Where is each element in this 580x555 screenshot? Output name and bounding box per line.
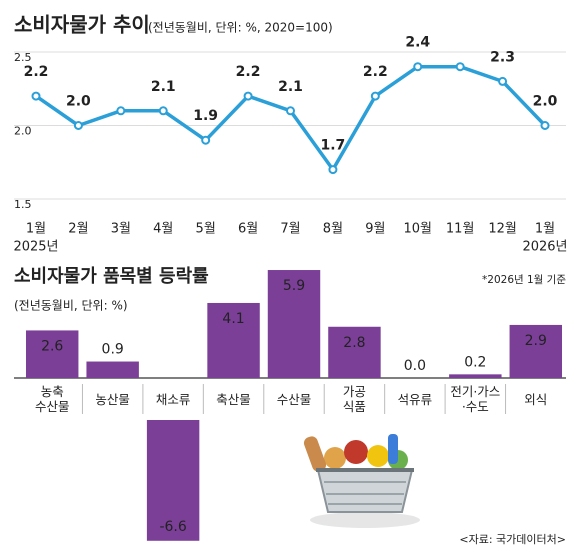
category-label: 전기·가스 ·수도 [450, 384, 501, 414]
value-label: 2.1 [151, 79, 176, 95]
bar [509, 324, 562, 378]
x-tick-label: 4월 [153, 222, 173, 237]
point [498, 76, 508, 86]
value-label: 2.0 [533, 94, 558, 110]
bar-title: 소비자물가 품목별 등락률 [14, 266, 209, 287]
line-subtitle: (전년동월비, 단위: %, 2020=100) [148, 21, 333, 35]
point [328, 165, 338, 175]
value-label: 2.2 [236, 64, 261, 80]
bar [449, 374, 502, 378]
x-tick-label: 6월 [238, 222, 258, 237]
point [243, 91, 253, 101]
y-tick-label: 2.0 [14, 125, 32, 138]
x-tick-label: 1월 [26, 222, 46, 237]
value-label: 2.2 [24, 64, 49, 80]
category-label: 가공 식품 [342, 384, 366, 414]
value-label: 4.1 [222, 311, 244, 327]
y-tick-label: 1.5 [14, 198, 32, 211]
category-label: 농축 수산물 [34, 384, 70, 414]
category-label-box: 가공 식품 [342, 384, 366, 414]
x-tick-label: 5월 [196, 222, 216, 237]
x-tick-label: 10월 [403, 222, 432, 237]
value-label: 2.3 [490, 49, 515, 65]
x-tick-label: 9월 [365, 222, 385, 237]
point [201, 135, 211, 145]
value-label: 2.1 [278, 79, 303, 95]
category-label: 외식 [524, 391, 548, 407]
category-label-box: 농산물 [95, 391, 130, 407]
x-tick-label: 8월 [323, 222, 343, 237]
category-label: 농산물 [95, 391, 130, 407]
point [540, 121, 550, 130]
bar [146, 420, 200, 541]
bar [207, 302, 260, 378]
category-label-box: 석유류 [397, 391, 433, 407]
value-label: 2.6 [41, 338, 63, 354]
point [455, 62, 465, 72]
value-label: 2.9 [525, 333, 547, 349]
value-label: 0.9 [102, 342, 124, 358]
year-label: 2026년 [522, 240, 567, 255]
category-label-box: 농축 수산물 [34, 384, 70, 414]
x-tick-label: 12월 [488, 222, 517, 237]
x-tick-label: 3월 [111, 222, 131, 237]
category-label-box: 전기·가스 ·수도 [450, 384, 501, 414]
value-label: 1.9 [193, 108, 218, 124]
value-label: 0.2 [464, 354, 486, 370]
bar [26, 330, 79, 378]
value-label: 2.2 [363, 64, 388, 80]
year-label: 2025년 [13, 240, 58, 255]
y-tick-label: 2.5 [14, 51, 32, 64]
category-label-box: 축산물 [216, 391, 251, 407]
category-label: 석유류 [397, 391, 433, 407]
x-tick-label: 2월 [68, 222, 88, 237]
x-tick-label: 1월 [535, 222, 555, 237]
category-label: 채소류 [155, 391, 191, 407]
point [116, 106, 126, 116]
point [31, 91, 41, 101]
point [370, 91, 380, 101]
bar-note: *2026년 1월 기준 [482, 274, 566, 286]
category-label: 축산물 [216, 391, 251, 407]
category-row [14, 378, 566, 420]
category-label-box: 수산물 [276, 391, 312, 407]
category-label: 수산물 [276, 391, 312, 407]
point [73, 121, 83, 130]
value-label: 2.8 [343, 335, 365, 351]
point [413, 62, 423, 72]
x-tick-label: 11월 [446, 222, 475, 237]
x-tick-label: 7월 [280, 222, 300, 237]
category-label-box: 외식 [524, 391, 548, 407]
bar [328, 326, 381, 378]
source: <자료: 국가데이터처> [459, 533, 566, 546]
category-label-box: 채소류 [155, 391, 191, 407]
value-label: 5.9 [283, 278, 305, 294]
basket-illustration [303, 434, 420, 528]
line-title: 소비자물가 추이 [14, 13, 150, 37]
point [286, 106, 295, 116]
value-label: 0.0 [404, 358, 426, 374]
value-label: -6.6 [159, 519, 186, 535]
value-label: 2.4 [405, 35, 430, 51]
bar [86, 361, 139, 378]
value-label: 1.7 [321, 138, 346, 154]
value-label: 2.0 [66, 94, 91, 110]
point [158, 106, 168, 116]
bar [267, 270, 321, 378]
bar-subtitle: (전년동월비, 단위: %) [14, 299, 128, 313]
